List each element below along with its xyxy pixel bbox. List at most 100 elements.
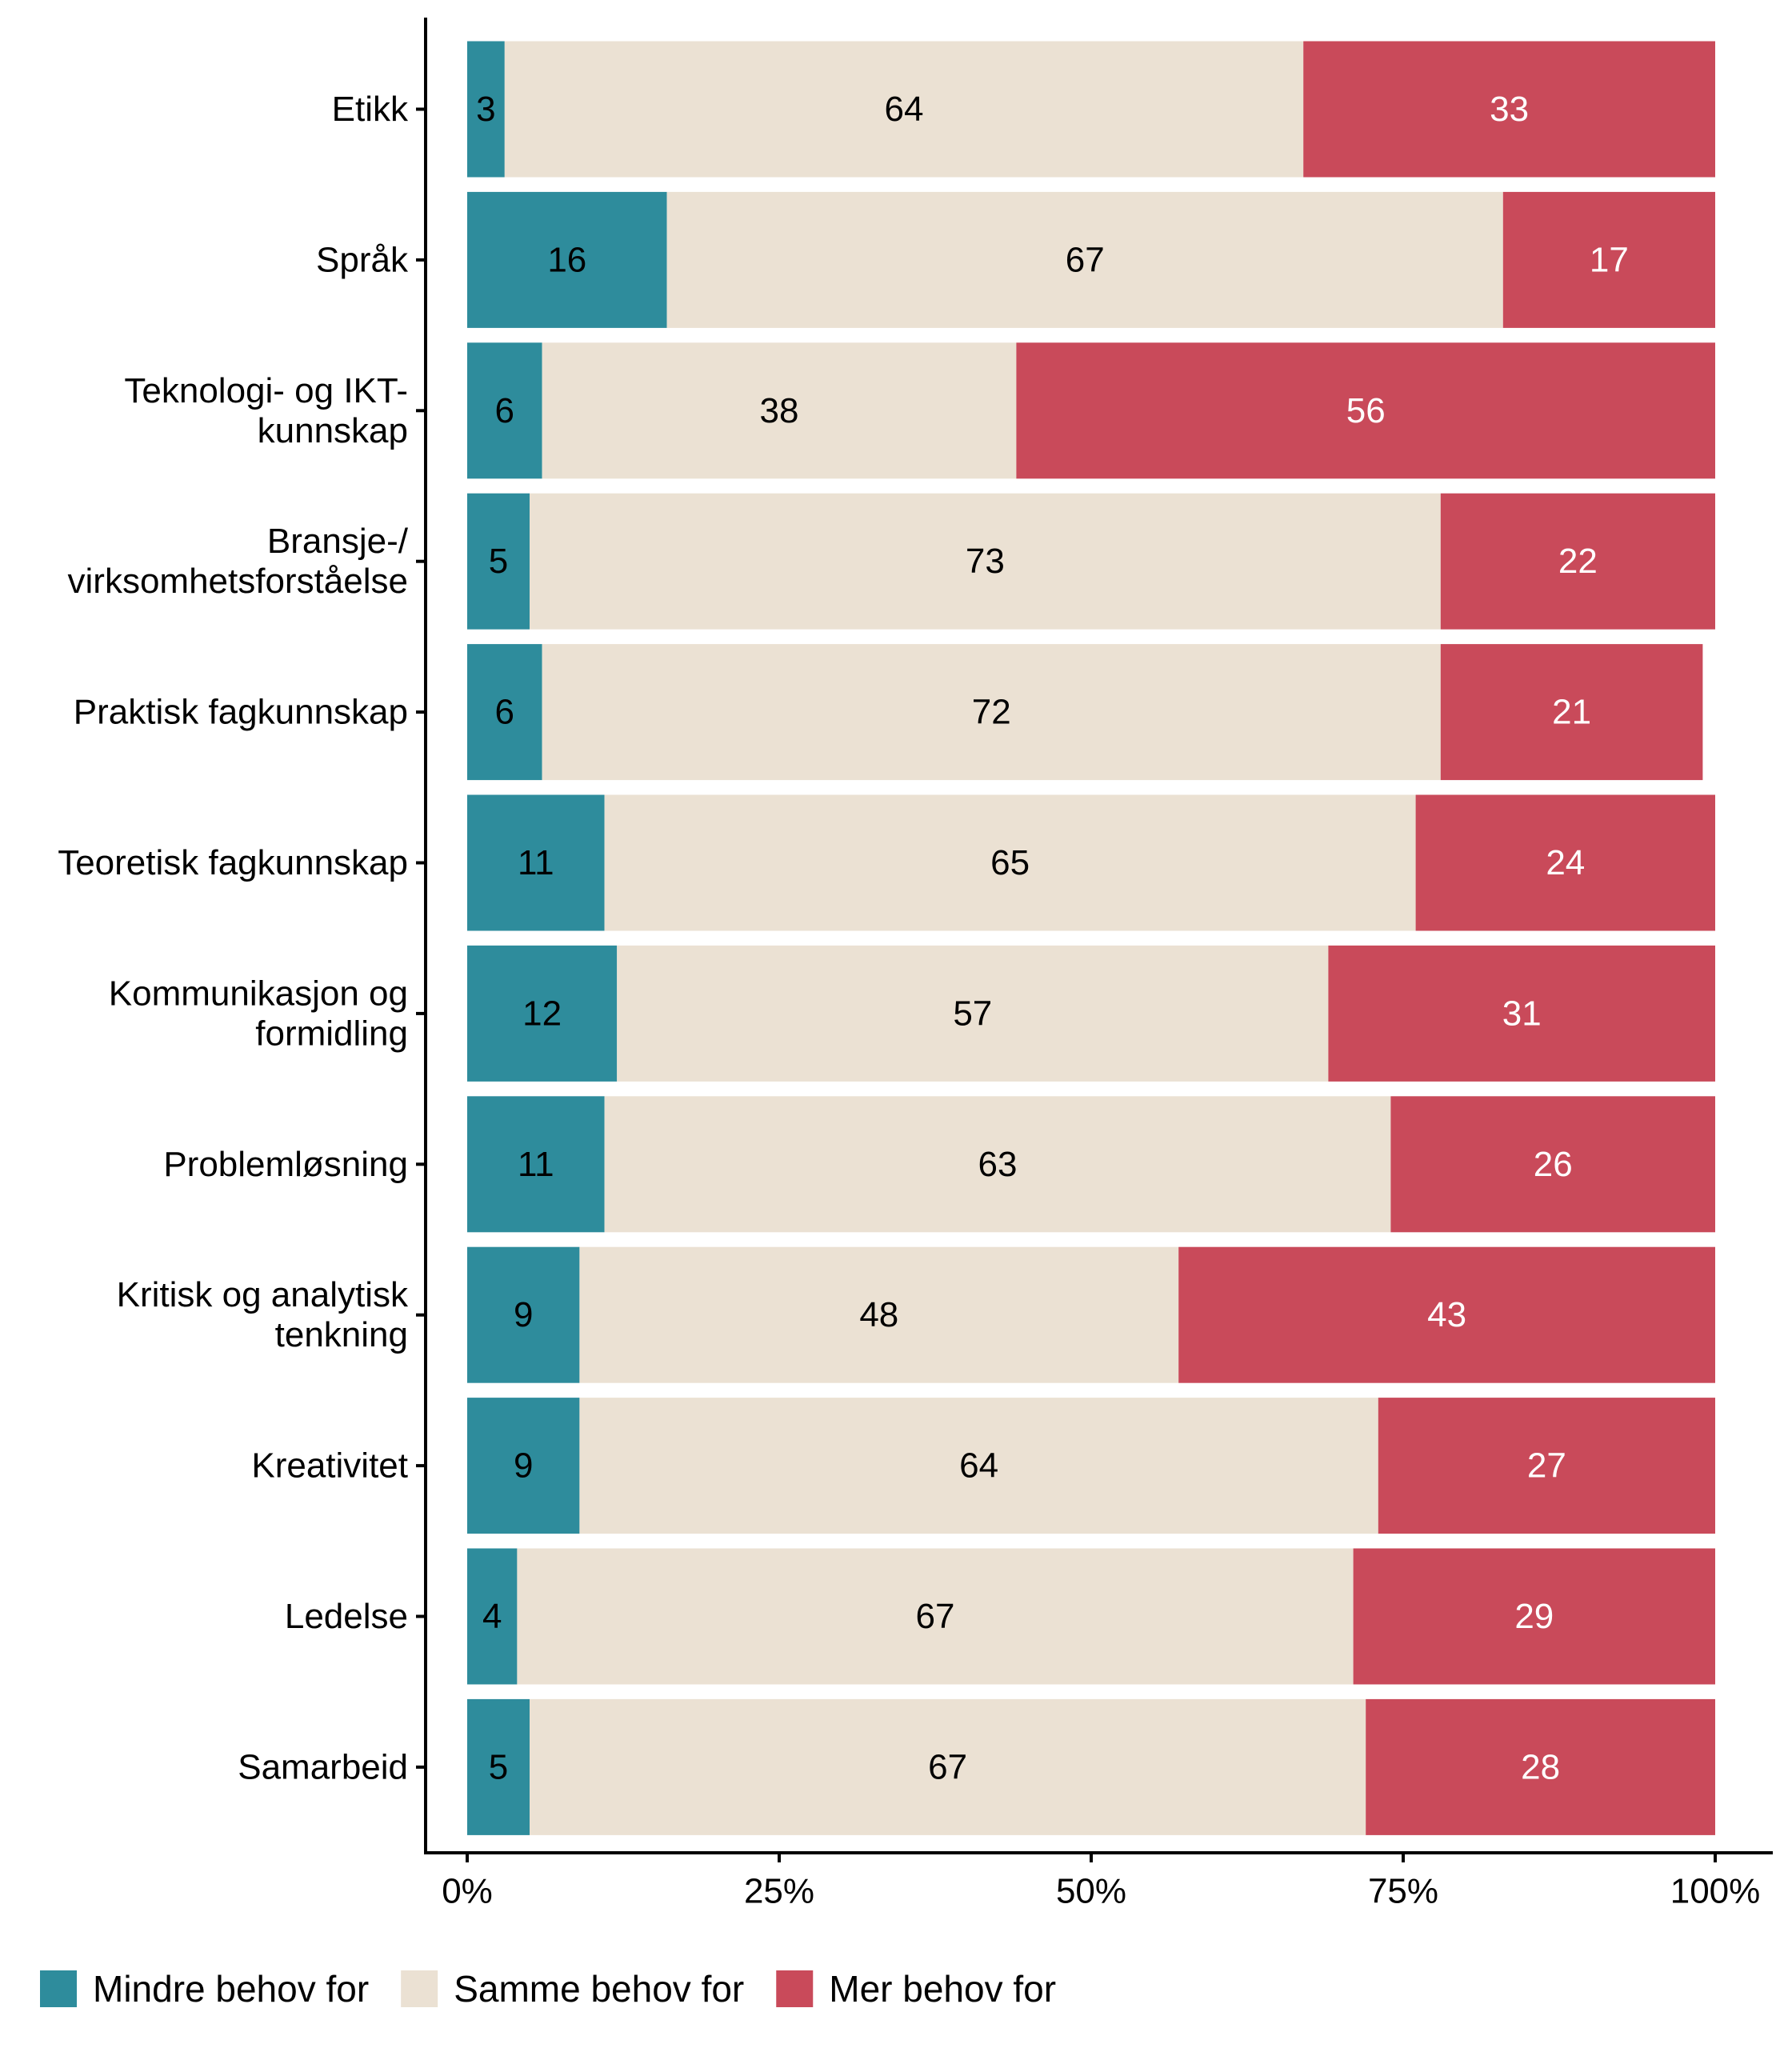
category-label: Kreativitet: [251, 1446, 408, 1486]
bar-segment-sprak-samme-behov-for: [666, 191, 1503, 328]
bar-segment-bransje-virksomhetsforstaelse-samme-behov-for: [530, 493, 1441, 630]
bar-value-label: 73: [966, 542, 1005, 581]
bar-value-label: 56: [1346, 391, 1386, 430]
bar-value-label: 4: [482, 1597, 502, 1636]
bar-segment-praktisk-fagkunnskap-samme-behov-for: [542, 644, 1441, 781]
bar-value-label: 9: [514, 1295, 533, 1334]
category-label: Ledelse: [285, 1597, 408, 1636]
bar-segment-teknologi-og-ikt-kunnskap-samme-behov-for: [542, 342, 1017, 479]
bar-value-label: 22: [1558, 542, 1598, 581]
bar-segment-kommunikasjon-og-formidling-mindre-behov-for: [467, 945, 618, 1082]
bar-value-label: 72: [972, 693, 1011, 732]
legend-label: Mer behov for: [829, 1968, 1056, 2010]
x-tick-label: 50%: [1056, 1872, 1126, 1911]
bar-segment-sprak-mer-behov-for: [1502, 191, 1715, 328]
bar-segment-kritisk-og-analytisk-tenkning-samme-behov-for: [579, 1246, 1179, 1383]
bar-value-label: 17: [1590, 240, 1629, 279]
x-tick-label: 0%: [442, 1872, 493, 1911]
bar-segment-samarbeid-mer-behov-for: [1366, 1698, 1715, 1835]
bar-value-label: 16: [547, 240, 586, 279]
bar-value-label: 67: [1066, 240, 1105, 279]
bar-value-labels: 3 64 33 16 67 17 6 38 56 5 73 22 6 72 21 11 65 24 12 57 31 11…: [476, 90, 1629, 1786]
bar-segment-teoretisk-fagkunnskap-mer-behov-for: [1415, 794, 1715, 931]
bar-value-label: 64: [959, 1446, 998, 1486]
bar-segment-bransje-virksomhetsforstaelse-mer-behov-for: [1440, 493, 1715, 630]
category-label: Teoretisk fagkunnskap: [58, 843, 408, 882]
bar-segment-etikk-samme-behov-for: [504, 41, 1304, 178]
category-label: Problemløsning: [163, 1145, 408, 1184]
category-label: Samarbeid: [238, 1747, 408, 1786]
bar-value-label: 21: [1552, 693, 1591, 732]
category-label: Kommunikasjon og: [109, 974, 408, 1013]
bar-segment-probleml-sning-mindre-behov-for: [467, 1096, 605, 1233]
bar-value-label: 63: [978, 1145, 1018, 1184]
legend-label: Mindre behov for: [93, 1968, 369, 2010]
x-tick-label: 75%: [1368, 1872, 1438, 1911]
bar-value-label: 11: [518, 1145, 554, 1184]
bar-segment-samarbeid-mindre-behov-for: [467, 1698, 530, 1835]
bar-value-label: 43: [1427, 1295, 1466, 1334]
bar-value-label: 24: [1546, 843, 1585, 882]
bar-value-label: 64: [885, 90, 924, 129]
bar-value-label: 65: [990, 843, 1030, 882]
bar-segment-kommunikasjon-og-formidling-samme-behov-for: [617, 945, 1329, 1082]
bar-value-label: 48: [859, 1295, 898, 1334]
bar-segment-ledelse-mindre-behov-for: [467, 1548, 518, 1685]
bar-segment-probleml-sning-mer-behov-for: [1390, 1096, 1715, 1233]
bar-value-label: 26: [1534, 1145, 1573, 1184]
legend: Mindre behov for Samme behov for Mer behov…: [40, 1968, 1056, 2010]
category-label: kunnskap: [258, 411, 408, 450]
bar-segment-teknologi-og-ikt-kunnskap-mer-behov-for: [1016, 342, 1715, 479]
legend-label: Samme behov for: [454, 1968, 744, 2010]
x-tick-label: 25%: [744, 1872, 814, 1911]
legend-key-samme-behov-for: [401, 1970, 438, 2007]
category-label: Teknologi- og IKT-: [124, 371, 408, 410]
bar-segment-sprak-mindre-behov-for: [467, 191, 667, 328]
bar-value-label: 3: [476, 90, 495, 129]
bar-segment-kritisk-og-analytisk-tenkning-mindre-behov-for: [467, 1246, 580, 1383]
bar-value-label: 6: [495, 693, 514, 732]
bar-segment-samarbeid-samme-behov-for: [530, 1698, 1366, 1835]
bar-segment-kommunikasjon-og-formidling-mer-behov-for: [1328, 945, 1715, 1082]
bar-segment-ledelse-mer-behov-for: [1353, 1548, 1715, 1685]
bar-segment-kreativitet-mindre-behov-for: [467, 1398, 580, 1534]
bar-segment-teknologi-og-ikt-kunnskap-mindre-behov-for: [467, 342, 542, 479]
bar-value-label: 57: [953, 994, 992, 1033]
category-label: Praktisk fagkunnskap: [74, 693, 408, 732]
category-label: formidling: [255, 1014, 408, 1053]
bar-segment-kreativitet-mer-behov-for: [1378, 1398, 1715, 1534]
x-tick-label: 100%: [1670, 1872, 1761, 1911]
bar-value-label: 5: [489, 1747, 508, 1786]
bar-segment-probleml-sning-samme-behov-for: [604, 1096, 1391, 1233]
bar-segment-praktisk-fagkunnskap-mer-behov-for: [1440, 644, 1703, 781]
category-label: Kritisk og analytisk: [117, 1275, 409, 1314]
bar-value-label: 12: [522, 994, 562, 1033]
legend-key-mer-behov-for: [776, 1970, 814, 2007]
bar-segment-etikk-mindre-behov-for: [467, 41, 505, 178]
bar-value-label: 29: [1514, 1597, 1554, 1636]
bar-segment-kreativitet-samme-behov-for: [579, 1398, 1378, 1534]
category-label: virksomhetsforståelse: [68, 562, 408, 601]
legend-key-mindre-behov-for: [40, 1970, 77, 2007]
bar-value-label: 67: [928, 1747, 967, 1786]
bar-value-label: 28: [1521, 1747, 1560, 1786]
category-label: Språk: [316, 240, 409, 279]
bar-segment-teoretisk-fagkunnskap-samme-behov-for: [604, 794, 1416, 931]
bar-value-label: 11: [518, 843, 554, 882]
bar-segment-ledelse-samme-behov-for: [517, 1548, 1354, 1685]
category-label: Bransje-/: [267, 522, 409, 561]
category-label: Etikk: [332, 90, 409, 129]
category-label: tenkning: [275, 1315, 408, 1354]
bar-value-label: 5: [489, 542, 508, 581]
bar-value-label: 33: [1490, 90, 1529, 129]
bar-value-label: 9: [514, 1446, 533, 1486]
bar-value-label: 6: [495, 391, 514, 430]
bar-value-label: 38: [760, 391, 799, 430]
bar-segment-praktisk-fagkunnskap-mindre-behov-for: [467, 644, 542, 781]
bar-segment-etikk-mer-behov-for: [1303, 41, 1715, 178]
bar-value-label: 67: [916, 1597, 955, 1636]
axes: Etikk Språk Teknologi- og IKT-kunnskap Bran…: [58, 18, 1773, 1911]
bar-value-label: 27: [1527, 1446, 1566, 1486]
bars-layer: [467, 41, 1715, 1835]
